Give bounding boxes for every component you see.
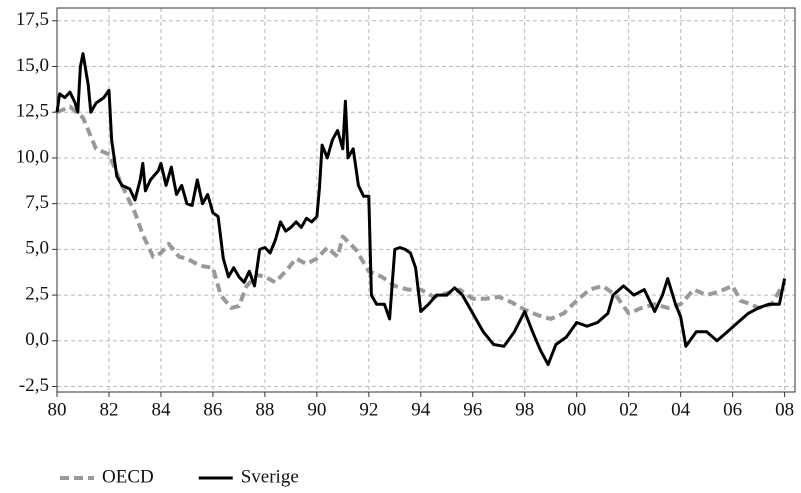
x-tick-label: 84 [151, 399, 171, 420]
x-tick-label: 00 [567, 399, 586, 420]
x-tick-label: 04 [671, 399, 691, 420]
y-tick-label: 5,0 [25, 238, 49, 259]
x-tick-label: 80 [48, 399, 67, 420]
y-tick-label: 2,5 [25, 283, 49, 304]
x-tick-label: 06 [723, 399, 742, 420]
y-tick-label: 15,0 [16, 55, 49, 76]
x-tick-label: 98 [515, 399, 534, 420]
legend-label: OECD [102, 466, 154, 487]
series-line [55, 52, 787, 367]
x-tick-label: 86 [203, 399, 222, 420]
y-tick-label: 17,5 [16, 9, 49, 30]
x-tick-label: 08 [775, 399, 794, 420]
y-tick-label: 0,0 [25, 329, 49, 350]
x-tick-label: 96 [463, 399, 482, 420]
x-tick-label: 94 [411, 399, 431, 420]
x-tick-label: 82 [99, 399, 118, 420]
y-tick-label: 12,5 [16, 101, 49, 122]
series-line [56, 104, 787, 321]
legend-label: Sverige [241, 466, 299, 487]
y-tick-label: 10,0 [16, 146, 49, 167]
x-tick-label: 02 [619, 399, 638, 420]
x-tick-label: 88 [255, 399, 274, 420]
y-tick-label: -2,5 [19, 375, 49, 396]
x-tick-label: 90 [307, 399, 326, 420]
x-tick-label: 92 [359, 399, 378, 420]
plot-frame [56, 7, 796, 393]
y-tick-label: 7,5 [25, 192, 49, 213]
